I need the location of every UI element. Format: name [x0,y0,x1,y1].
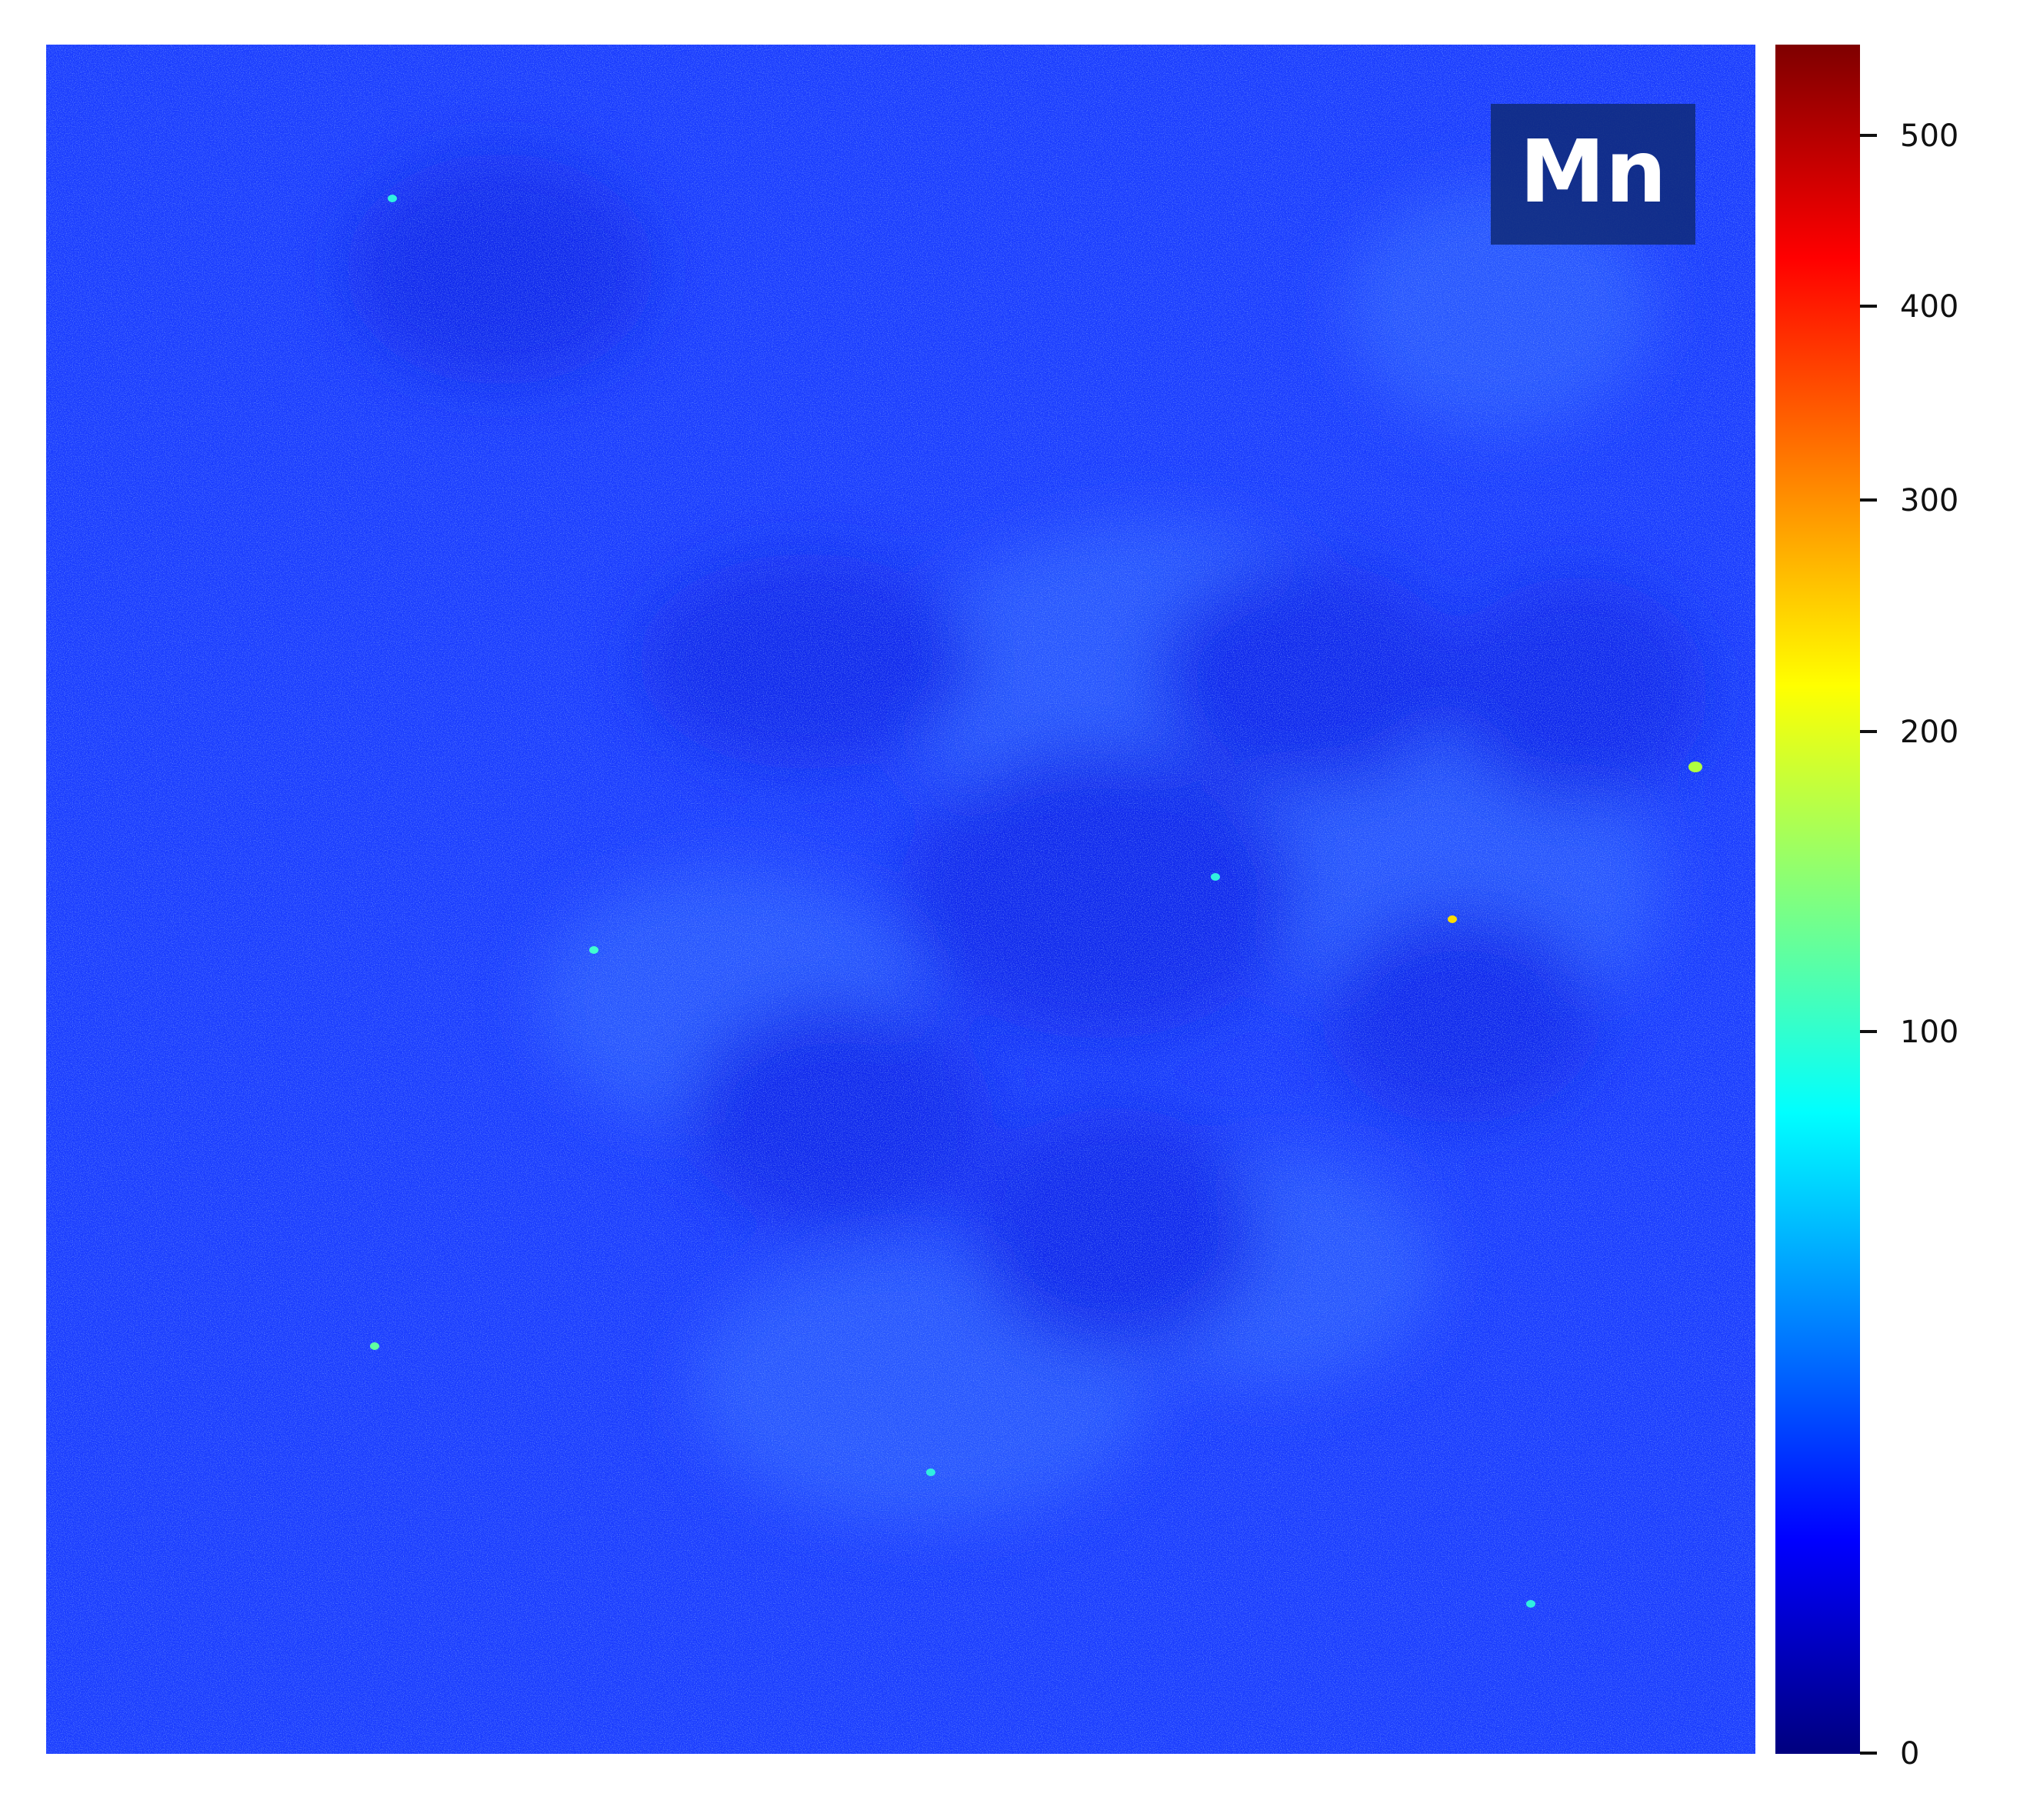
element-label-box: Mn [1491,104,1695,245]
element-label: Mn [1519,122,1666,222]
noise-texture-dark [46,45,1755,1754]
colorbar-tick-label: 200 [1900,715,1958,750]
colorbar: 0 100 200 300 400 500 [1775,45,1958,1772]
hotspot [589,946,598,954]
hotspot [1448,915,1457,923]
colorbar-tick-label: 100 [1900,1015,1958,1050]
hotspot [926,1468,935,1476]
colorbar-gradient [1775,45,1860,1754]
heatmap-image [46,45,1755,1754]
hotspot [1526,1600,1535,1608]
colorbar-tick-label: 500 [1900,118,1958,154]
hotspot [1688,762,1702,772]
colorbar-tick-label: 0 [1900,1736,1919,1772]
colorbar-ticks: 0 100 200 300 400 500 [1860,118,1958,1772]
hotspots [370,195,1702,1608]
hotspot [388,195,397,202]
hotspot [1211,873,1220,881]
colorbar-tick-label: 400 [1900,289,1958,325]
colorbar-tick-label: 300 [1900,483,1958,518]
hotspot [370,1342,379,1350]
